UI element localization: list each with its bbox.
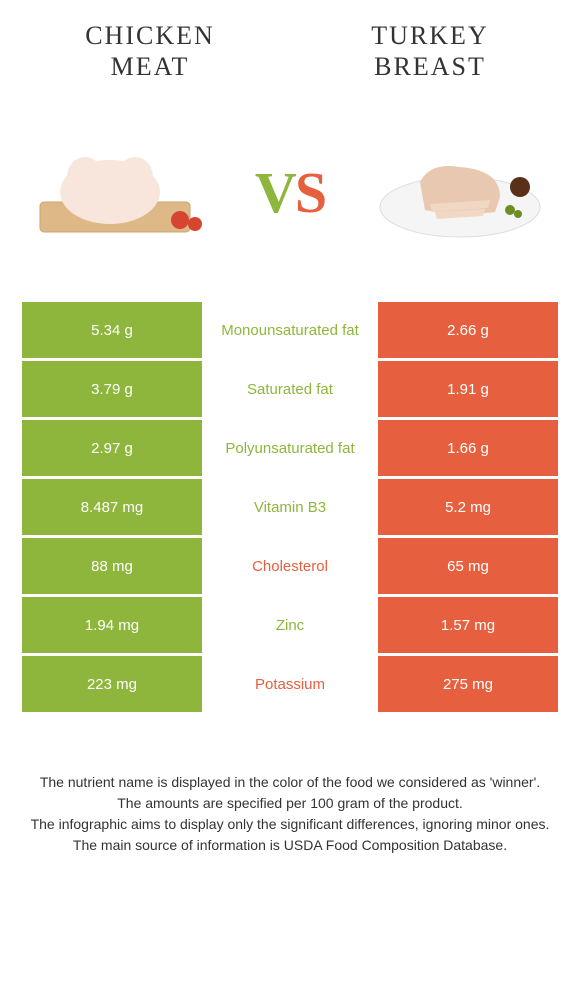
cell-right-value: 1.91 g xyxy=(378,361,558,417)
cell-right-value: 275 mg xyxy=(378,656,558,712)
table-row: 3.79 gSaturated fat1.91 g xyxy=(22,361,558,417)
cell-nutrient-label: Polyunsaturated fat xyxy=(202,420,378,476)
footer-line: The main source of information is USDA F… xyxy=(20,835,560,856)
cell-left-value: 1.94 mg xyxy=(22,597,202,653)
cell-left-value: 8.487 mg xyxy=(22,479,202,535)
chicken-image xyxy=(30,132,210,252)
footer-notes: The nutrient name is displayed in the co… xyxy=(0,772,580,856)
cell-nutrient-label: Saturated fat xyxy=(202,361,378,417)
footer-line: The nutrient name is displayed in the co… xyxy=(20,772,560,793)
vs-s: S xyxy=(295,159,325,226)
images-row: VS xyxy=(0,92,580,302)
cell-right-value: 65 mg xyxy=(378,538,558,594)
cell-left-value: 5.34 g xyxy=(22,302,202,358)
cell-right-value: 1.57 mg xyxy=(378,597,558,653)
turkey-image xyxy=(370,132,550,252)
cell-nutrient-label: Monounsaturated fat xyxy=(202,302,378,358)
title-left: CHICKEN MEAT xyxy=(50,20,250,82)
cell-nutrient-label: Cholesterol xyxy=(202,538,378,594)
cell-left-value: 88 mg xyxy=(22,538,202,594)
cell-left-value: 3.79 g xyxy=(22,361,202,417)
table-row: 2.97 gPolyunsaturated fat1.66 g xyxy=(22,420,558,476)
cell-nutrient-label: Potassium xyxy=(202,656,378,712)
table-row: 223 mgPotassium275 mg xyxy=(22,656,558,712)
footer-line: The infographic aims to display only the… xyxy=(20,814,560,835)
vs-badge: VS xyxy=(255,159,325,226)
cell-right-value: 1.66 g xyxy=(378,420,558,476)
cell-right-value: 5.2 mg xyxy=(378,479,558,535)
header: CHICKEN MEAT TURKEY BREAST xyxy=(0,0,580,92)
cell-right-value: 2.66 g xyxy=(378,302,558,358)
cell-nutrient-label: Vitamin B3 xyxy=(202,479,378,535)
footer-line: The amounts are specified per 100 gram o… xyxy=(20,793,560,814)
table-row: 88 mgCholesterol65 mg xyxy=(22,538,558,594)
cell-left-value: 2.97 g xyxy=(22,420,202,476)
vs-v: V xyxy=(255,159,295,226)
comparison-table: 5.34 gMonounsaturated fat2.66 g3.79 gSat… xyxy=(22,302,558,712)
cell-left-value: 223 mg xyxy=(22,656,202,712)
table-row: 8.487 mgVitamin B35.2 mg xyxy=(22,479,558,535)
table-row: 5.34 gMonounsaturated fat2.66 g xyxy=(22,302,558,358)
title-right: TURKEY BREAST xyxy=(330,20,530,82)
cell-nutrient-label: Zinc xyxy=(202,597,378,653)
table-row: 1.94 mgZinc1.57 mg xyxy=(22,597,558,653)
